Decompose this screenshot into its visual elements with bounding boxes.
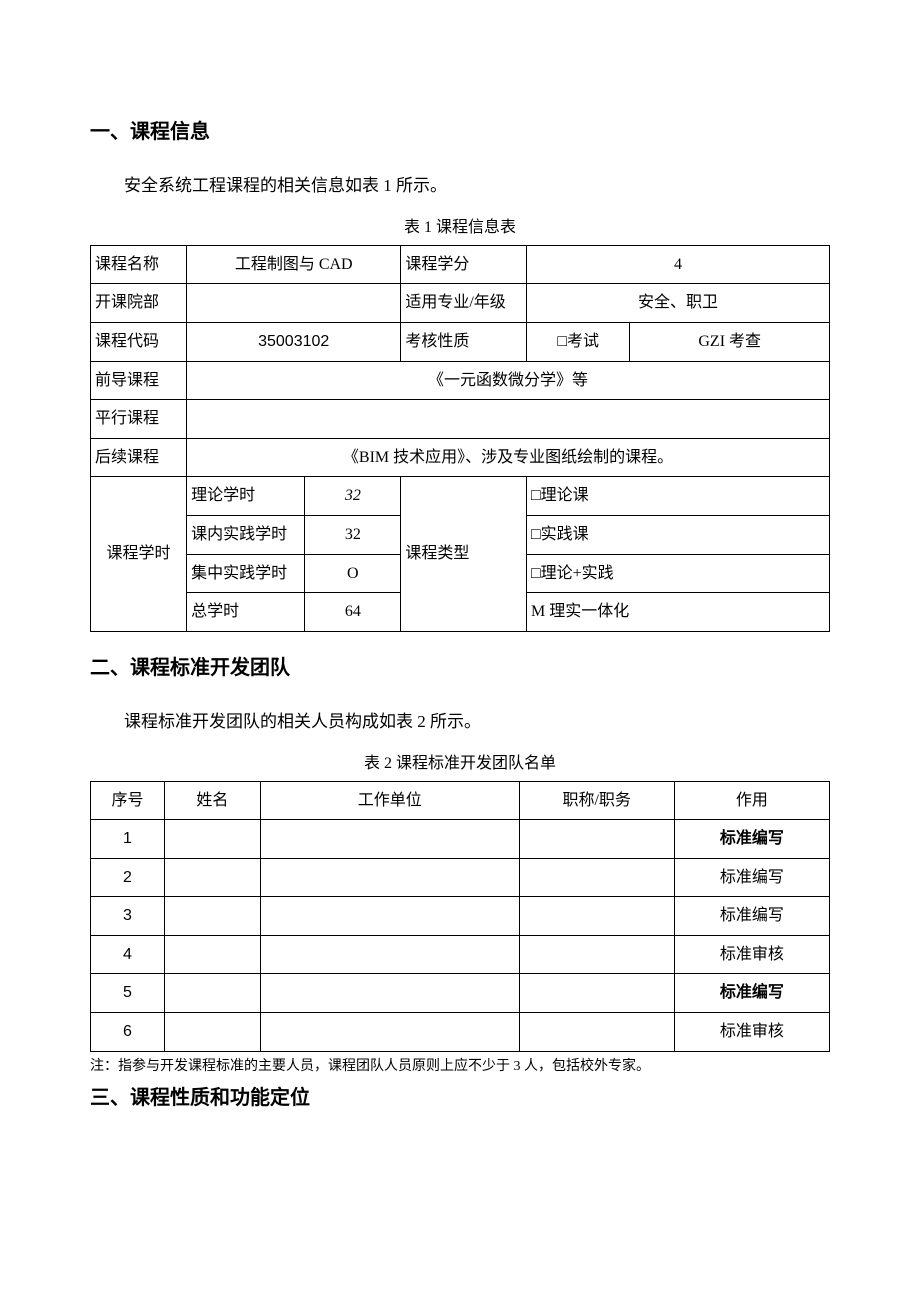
t1-label: 开课院部 xyxy=(91,284,187,323)
t2-name xyxy=(164,897,260,936)
t1-hours-d: □实践课 xyxy=(526,515,829,554)
t1-hours-a: 集中实践学时 xyxy=(187,554,305,593)
t2-unit xyxy=(260,897,519,936)
t1-value: 《一元函数微分学》等 xyxy=(187,361,830,400)
t2-role: 标准审核 xyxy=(674,935,829,974)
t1-hours-d: M 理实一体化 xyxy=(526,593,829,632)
t2-role: 标准编写 xyxy=(674,858,829,897)
table2-team: 序号 姓名 工作单位 职称/职务 作用 1 标准编写 2 标准编写 3 标准编写 4 标准审核… xyxy=(90,781,830,1052)
t2-unit xyxy=(260,974,519,1013)
table2-row: 2 标准编写 xyxy=(91,858,830,897)
section3-heading: 三、课程性质和功能定位 xyxy=(90,1082,830,1114)
t1-value: 《BIM 技术应用》、涉及专业图纸绘制的课程。 xyxy=(187,438,830,477)
t1-hours-a: 总学时 xyxy=(187,593,305,632)
t1-label: 课程代码 xyxy=(91,322,187,361)
table1-course-info: 课程名称 工程制图与 CAD 课程学分 4 开课院部 适用专业/年级 安全、职卫… xyxy=(90,245,830,632)
t2-name xyxy=(164,1013,260,1052)
table2-row: 1 标准编写 xyxy=(91,820,830,859)
table1-row: 课程代码 35003102 考核性质 □考试 GZI 考查 xyxy=(91,322,830,361)
t1-value: 4 xyxy=(526,245,829,284)
t1-value xyxy=(187,400,830,439)
t1-hours-a: 课内实践学时 xyxy=(187,515,305,554)
t2-name xyxy=(164,858,260,897)
t1-hours-b: 32 xyxy=(305,477,401,516)
t2-header: 姓名 xyxy=(164,781,260,820)
t1-label: 平行课程 xyxy=(91,400,187,439)
t1-type-label: 课程类型 xyxy=(401,477,527,631)
section1-heading: 一、课程信息 xyxy=(90,116,830,148)
t2-unit xyxy=(260,935,519,974)
section1-intro: 安全系统工程课程的相关信息如表 1 所示。 xyxy=(90,172,830,199)
t2-idx: 2 xyxy=(91,858,165,897)
t2-header: 序号 xyxy=(91,781,165,820)
section2-intro: 课程标准开发团队的相关人员构成如表 2 所示。 xyxy=(90,708,830,735)
t2-unit xyxy=(260,1013,519,1052)
t2-title xyxy=(519,897,674,936)
table1-row: 课程名称 工程制图与 CAD 课程学分 4 xyxy=(91,245,830,284)
t1-label: 后续课程 xyxy=(91,438,187,477)
t2-idx: 4 xyxy=(91,935,165,974)
table2-header-row: 序号 姓名 工作单位 职称/职务 作用 xyxy=(91,781,830,820)
t2-role: 标准编写 xyxy=(674,974,829,1013)
t2-role: 标准审核 xyxy=(674,1013,829,1052)
t1-label: 适用专业/年级 xyxy=(401,284,527,323)
table2-row: 6 标准审核 xyxy=(91,1013,830,1052)
t1-hours-b: 32 xyxy=(305,515,401,554)
table2-footnote: 注：指参与开发课程标准的主要人员，课程团队人员原则上应不少于 3 人，包括校外专… xyxy=(90,1056,830,1078)
t2-idx: 3 xyxy=(91,897,165,936)
t2-name xyxy=(164,820,260,859)
t2-title xyxy=(519,858,674,897)
t2-header: 工作单位 xyxy=(260,781,519,820)
t2-role: 标准编写 xyxy=(674,820,829,859)
table1-hours-row: 课程学时 理论学时 32 课程类型 □理论课 xyxy=(91,477,830,516)
t2-title xyxy=(519,935,674,974)
t1-hours-d: □理论+实践 xyxy=(526,554,829,593)
table2-row: 4 标准审核 xyxy=(91,935,830,974)
table1-row: 前导课程 《一元函数微分学》等 xyxy=(91,361,830,400)
table2-caption: 表 2 课程标准开发团队名单 xyxy=(90,751,830,777)
t1-value xyxy=(187,284,401,323)
t1-value: □考试 xyxy=(526,322,629,361)
t2-header: 作用 xyxy=(674,781,829,820)
t1-label: 课程名称 xyxy=(91,245,187,284)
table1-row: 平行课程 xyxy=(91,400,830,439)
t2-unit xyxy=(260,858,519,897)
t1-value: 35003102 xyxy=(187,322,401,361)
t1-label: 前导课程 xyxy=(91,361,187,400)
t1-label: 课程学分 xyxy=(401,245,527,284)
table2-row: 3 标准编写 xyxy=(91,897,830,936)
t2-name xyxy=(164,974,260,1013)
table1-row: 后续课程 《BIM 技术应用》、涉及专业图纸绘制的课程。 xyxy=(91,438,830,477)
t1-hours-a: 理论学时 xyxy=(187,477,305,516)
t2-idx: 6 xyxy=(91,1013,165,1052)
t1-hours-b: 64 xyxy=(305,593,401,632)
t2-unit xyxy=(260,820,519,859)
t1-hours-label: 课程学时 xyxy=(91,477,187,631)
t2-title xyxy=(519,1013,674,1052)
table2-row: 5 标准编写 xyxy=(91,974,830,1013)
t1-value: GZI 考查 xyxy=(630,322,830,361)
t2-name xyxy=(164,935,260,974)
t2-title xyxy=(519,820,674,859)
t2-idx: 1 xyxy=(91,820,165,859)
t2-header: 职称/职务 xyxy=(519,781,674,820)
section2-heading: 二、课程标准开发团队 xyxy=(90,652,830,684)
t1-hours-d: □理论课 xyxy=(526,477,829,516)
table1-caption: 表 1 课程信息表 xyxy=(90,215,830,241)
t1-value: 工程制图与 CAD xyxy=(187,245,401,284)
t2-idx: 5 xyxy=(91,974,165,1013)
t1-label: 考核性质 xyxy=(401,322,527,361)
table1-row: 开课院部 适用专业/年级 安全、职卫 xyxy=(91,284,830,323)
t1-value: 安全、职卫 xyxy=(526,284,829,323)
t2-title xyxy=(519,974,674,1013)
t2-role: 标准编写 xyxy=(674,897,829,936)
t1-hours-b: O xyxy=(305,554,401,593)
